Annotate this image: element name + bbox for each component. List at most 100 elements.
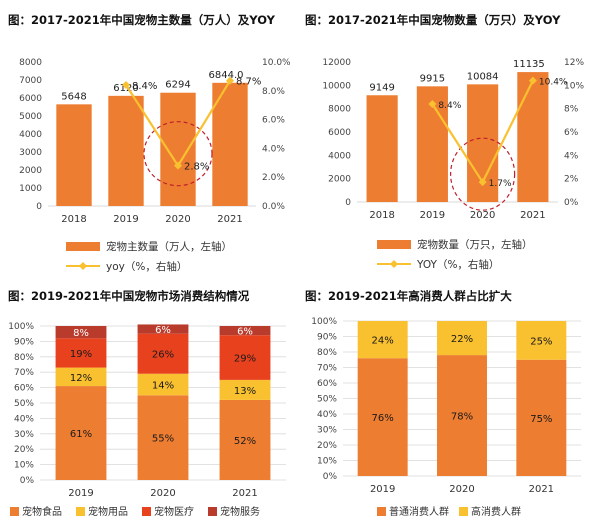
segment-value-label: 19% bbox=[70, 349, 92, 360]
x-tick-label: 2020 bbox=[150, 488, 175, 499]
y-tick-label: 10000 bbox=[322, 81, 351, 91]
segment-value-label: 24% bbox=[372, 336, 394, 347]
y2-tick-label: 12% bbox=[564, 58, 584, 68]
y-tick-label: 8000 bbox=[19, 58, 42, 68]
segment-value-label: 22% bbox=[451, 334, 473, 345]
y-tick-label: 8000 bbox=[328, 105, 351, 115]
x-tick-label: 2018 bbox=[61, 214, 86, 225]
y-tick-label: 10% bbox=[317, 457, 337, 467]
segment-value-label: 6% bbox=[155, 325, 171, 336]
segment-value-label: 8% bbox=[73, 328, 89, 339]
pet-owners-chart: 0 1000 2000 3000 4000 5000 6000 7000 8000 0.0% 2.0… bbox=[19, 58, 291, 273]
bar-value-label: 10084 bbox=[467, 71, 499, 82]
x-tick-label: 2020 bbox=[470, 210, 495, 221]
y-tick-label: 60% bbox=[14, 384, 34, 394]
stack-segment bbox=[137, 333, 189, 374]
legend-label: 宠物用品 bbox=[88, 505, 128, 518]
legend-label: 普通消费人群 bbox=[389, 505, 449, 518]
yoy-value-label: 2.8% bbox=[184, 162, 209, 173]
segment-value-label: 29% bbox=[234, 354, 256, 365]
x-tick-label: 2018 bbox=[369, 210, 394, 221]
segment-value-label: 78% bbox=[451, 412, 473, 423]
legend-swatch bbox=[10, 507, 19, 516]
legend-label: 宠物数量（万只，左轴） bbox=[417, 238, 533, 251]
stack-segment bbox=[55, 326, 107, 339]
legend-swatch bbox=[76, 507, 85, 516]
y-tick-label: 40% bbox=[317, 410, 337, 420]
y-tick-label: 50% bbox=[14, 399, 34, 409]
legend-swatch bbox=[142, 507, 151, 516]
legend-swatch bbox=[459, 507, 468, 516]
legend-swatch-bars bbox=[377, 240, 411, 249]
legend-swatch bbox=[377, 507, 386, 516]
y-tick-label: 0 bbox=[36, 202, 42, 212]
yoy-marker bbox=[226, 76, 234, 85]
chart-title: 图：2019-2021年中国宠物市场消费结构情况 bbox=[8, 289, 250, 303]
stack-segment bbox=[55, 338, 107, 368]
yoy-value-label: 1.7% bbox=[489, 179, 512, 189]
stack-segment bbox=[437, 321, 487, 356]
x-tick-label: 2021 bbox=[520, 210, 545, 221]
y-tick-label: 70% bbox=[317, 364, 337, 374]
bar-value-label: 11135 bbox=[513, 59, 545, 70]
y-tick-label: 100% bbox=[8, 322, 34, 332]
y-tick-label: 6000 bbox=[19, 94, 42, 104]
bar bbox=[517, 72, 549, 202]
consumption-structure-chart: 0% 10% 20% 30% 40% 50% 60% 70% 80% 90% 100% 61% 12% 1… bbox=[8, 322, 286, 518]
stack-segment bbox=[219, 379, 271, 400]
yoy-value-label: 8.7% bbox=[236, 77, 261, 88]
x-tick-label: 2021 bbox=[529, 484, 554, 495]
bar-value-label: 9149 bbox=[369, 82, 394, 93]
yoy-value-label: 10.4% bbox=[539, 78, 568, 88]
legend-label: 宠物主数量（万人，左轴） bbox=[106, 240, 232, 253]
y2-tick-label: 8.0% bbox=[262, 87, 285, 97]
y2-tick-label: 0.0% bbox=[262, 202, 285, 212]
stack-segment bbox=[437, 355, 487, 476]
y2-tick-label: 10% bbox=[564, 81, 584, 91]
x-tick-label: 2019 bbox=[420, 210, 445, 221]
bar-value-label: 6294 bbox=[165, 80, 190, 91]
segment-value-label: 75% bbox=[530, 414, 552, 425]
stack-segment bbox=[137, 373, 189, 396]
y-tick-label: 0% bbox=[323, 472, 338, 482]
segment-value-label: 61% bbox=[70, 429, 92, 440]
y2-tick-label: 6.0% bbox=[262, 116, 285, 126]
x-tick-label: 2019 bbox=[370, 484, 395, 495]
bar bbox=[366, 95, 398, 202]
stack-segment bbox=[516, 359, 567, 476]
stack-segment bbox=[219, 335, 271, 380]
chart-panel-pet-count: 图：2017-2021年中国宠物数量（万只）及YOY 0 2000 4000 6000… bbox=[305, 12, 597, 277]
y-tick-label: 50% bbox=[317, 395, 337, 405]
y-tick-label: 90% bbox=[14, 337, 34, 347]
chart-title: 图：2017-2021年中国宠物数量（万只）及YOY bbox=[305, 13, 561, 27]
segment-value-label: 25% bbox=[530, 336, 552, 347]
y-tick-label: 4000 bbox=[328, 151, 351, 161]
chart-title: 图：2017-2021年中国宠物主数量（万人）及YOY bbox=[8, 13, 275, 27]
y2-tick-label: 4.0% bbox=[262, 144, 285, 154]
y-tick-label: 12000 bbox=[322, 58, 351, 68]
segment-value-label: 6% bbox=[237, 327, 253, 338]
legend-label: 宠物医疗 bbox=[154, 505, 194, 518]
x-tick-label: 2019 bbox=[68, 488, 93, 499]
high-spenders-chart: 0% 10% 20% 30% 40% 50% 60% 70% 80% 90% 100% 76% 24% 2… bbox=[311, 317, 581, 518]
segment-value-label: 26% bbox=[152, 350, 174, 361]
legend-label: YOY（%，右轴） bbox=[416, 258, 499, 271]
y-tick-label: 3000 bbox=[19, 148, 42, 158]
stack-segment bbox=[219, 399, 271, 480]
segment-value-label: 76% bbox=[372, 413, 394, 424]
y2-tick-label: 0% bbox=[564, 198, 579, 208]
y-tick-label: 4000 bbox=[19, 130, 42, 140]
legend-swatch-bars bbox=[66, 242, 100, 251]
highlight-circle bbox=[450, 137, 516, 211]
highlight-circle bbox=[143, 121, 213, 187]
y-tick-label: 40% bbox=[14, 414, 34, 424]
y2-tick-label: 10.0% bbox=[262, 58, 291, 68]
bar-value-label: 6844.0 bbox=[209, 70, 244, 81]
chart-title: 图：2019-2021年高消费人群占比扩大 bbox=[305, 289, 512, 303]
legend-label: 高消费人群 bbox=[471, 505, 521, 518]
yoy-value-label: 8.4% bbox=[438, 101, 461, 111]
stack-segment bbox=[55, 386, 107, 480]
y-tick-label: 2000 bbox=[328, 175, 351, 185]
y-tick-label: 7000 bbox=[19, 76, 42, 86]
y-tick-label: 30% bbox=[14, 430, 34, 440]
